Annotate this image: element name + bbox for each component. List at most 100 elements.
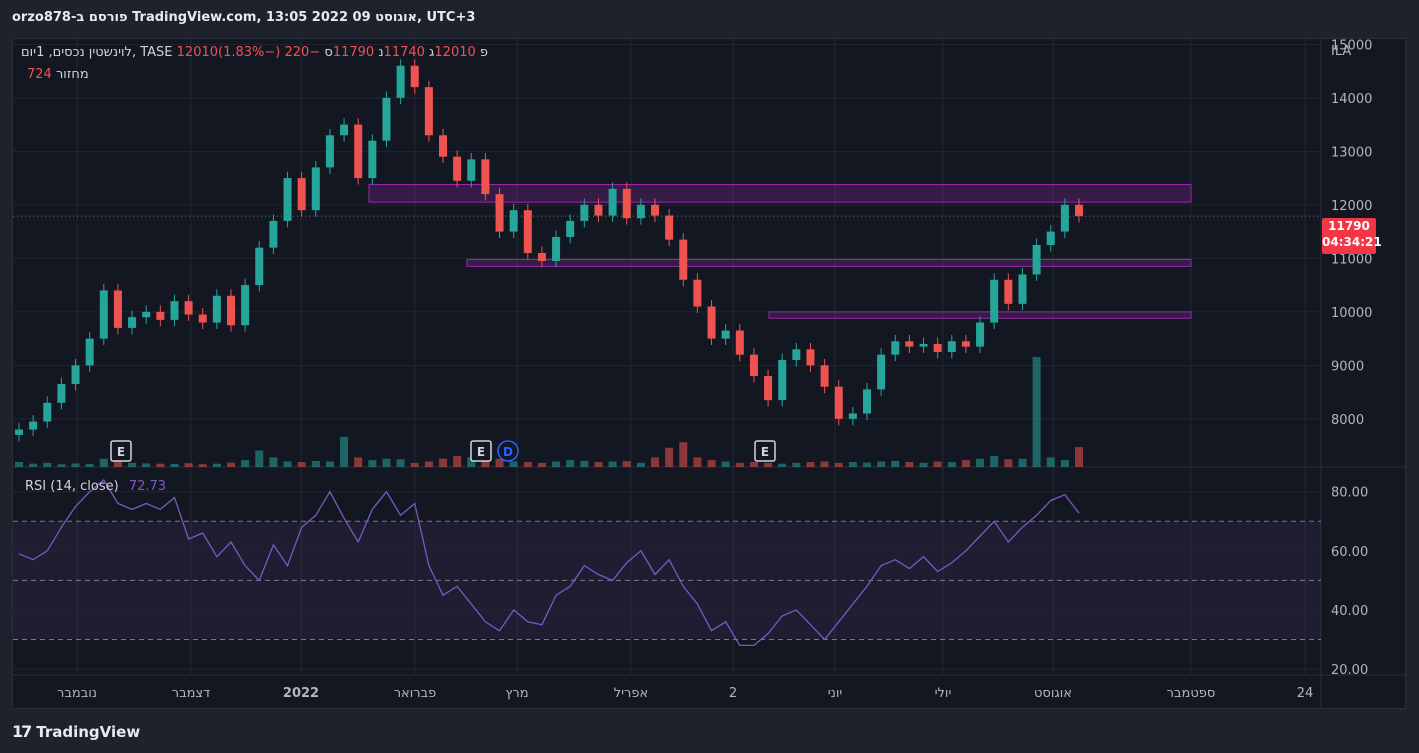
volume-bar xyxy=(495,458,504,467)
symbol-label: לוינשטין נכסים, 1יום, TASE xyxy=(21,45,173,60)
high-value: 12010 xyxy=(434,45,476,60)
candle-body xyxy=(453,156,462,181)
tradingview-logo-icon: 17 xyxy=(12,722,32,741)
price-tick-label: 14000 xyxy=(1331,92,1372,107)
candle-body xyxy=(594,204,603,216)
low-value: 11740 xyxy=(383,45,425,60)
volume-bar xyxy=(128,462,137,467)
candle-body xyxy=(721,330,730,339)
candle-body xyxy=(198,314,207,323)
candle-body xyxy=(495,194,504,232)
tradingview-footer[interactable]: 17 TradingView xyxy=(12,722,140,741)
candle-body xyxy=(1060,204,1069,232)
rsi-legend: RSI (14, close) 72.73 xyxy=(25,479,166,494)
candle-body xyxy=(848,413,857,419)
time-tick-label: פברואר xyxy=(394,686,437,701)
candle-body xyxy=(863,389,871,414)
candle-body xyxy=(184,301,193,315)
price-zone xyxy=(368,184,1192,203)
candle-body xyxy=(749,354,758,377)
volume-bar xyxy=(947,462,956,467)
candle-body xyxy=(142,311,151,318)
chart-frame[interactable]: E E D E 15000 14000 13000 12000 11000 10000 9000 8… xyxy=(12,38,1407,710)
last-price-tag: 11790 04:34:21 xyxy=(1322,218,1382,254)
volume-bar xyxy=(877,461,886,467)
low-label: נ xyxy=(378,45,384,60)
candle-body xyxy=(693,279,702,307)
volume-bar xyxy=(170,463,179,467)
earnings-marker-label: E xyxy=(117,445,125,459)
time-tick-label: דצמבר xyxy=(172,686,211,701)
volume-bar xyxy=(1032,357,1041,467)
candle-body xyxy=(679,239,688,280)
volume-bar xyxy=(792,462,801,467)
candle-body xyxy=(990,279,999,323)
price-tick-label: 12000 xyxy=(1331,199,1372,214)
volume-bar xyxy=(354,457,363,467)
change-value: −220 (−1.83%) xyxy=(218,45,321,60)
rsi-value: 72.73 xyxy=(128,479,167,494)
candle-body xyxy=(1004,279,1013,304)
rsi-line xyxy=(18,478,1080,647)
candle-body xyxy=(778,360,787,401)
publish-header: orzo878-פורסם ב TradingView.com, 13:05 2… xyxy=(12,10,476,25)
volume-bar xyxy=(891,460,900,467)
volume-bar xyxy=(1075,447,1083,467)
volume-bar xyxy=(368,460,377,467)
candle-body xyxy=(1046,231,1055,245)
volume-bar xyxy=(1004,459,1013,467)
last-price: 11790 xyxy=(1328,219,1370,233)
candle-body xyxy=(297,178,306,211)
candle-body xyxy=(128,317,137,328)
earnings-marker-label: E xyxy=(477,445,485,459)
volume-bar xyxy=(439,458,447,467)
candle-body xyxy=(580,204,589,221)
volume-bar xyxy=(707,460,716,467)
volume-bar xyxy=(764,462,773,467)
volume-bar xyxy=(227,462,235,467)
candle-body xyxy=(340,124,349,136)
volume-bar xyxy=(184,463,193,467)
bar-countdown: 04:34:21 xyxy=(1322,235,1382,249)
candle-body xyxy=(608,188,617,216)
volume-bar xyxy=(919,462,928,467)
brand-label: TradingView xyxy=(36,722,141,741)
candle-body xyxy=(1018,274,1027,304)
earnings-marker-icon xyxy=(754,440,776,462)
candle-body xyxy=(792,349,801,360)
volume-bar xyxy=(142,463,151,467)
rsi-tick-label: 60.00 xyxy=(1331,545,1368,560)
volume-bar xyxy=(749,462,758,467)
candle-body xyxy=(439,135,447,157)
time-tick-label: ספטמבר xyxy=(1167,686,1216,701)
chart-canvas[interactable]: E E D E 15000 14000 13000 12000 11000 10000 9000 8… xyxy=(13,39,1407,710)
volume-bar xyxy=(820,461,829,467)
candle-body xyxy=(933,343,942,352)
candle-body xyxy=(396,65,405,98)
candle-body xyxy=(424,87,433,136)
volume-bar xyxy=(29,463,38,467)
candle-body xyxy=(891,341,900,355)
grid-lines xyxy=(13,39,1407,710)
candle-body xyxy=(311,167,320,211)
candle-body xyxy=(467,159,476,181)
volume-bar xyxy=(905,462,914,467)
support-resistance-zones xyxy=(13,184,1321,319)
candle-body xyxy=(241,285,250,326)
volume-legend: מחזור 724 xyxy=(21,67,89,82)
earnings-marker-label: E xyxy=(761,445,769,459)
price-tick-label: 15000 xyxy=(1331,39,1372,53)
candle-body xyxy=(636,204,645,219)
volume-bar xyxy=(297,462,306,467)
volume-bar xyxy=(933,461,942,467)
rsi-tick-label: 80.00 xyxy=(1331,486,1368,501)
candle-body xyxy=(170,301,179,320)
volume-bar xyxy=(848,462,857,467)
volume-bar xyxy=(990,456,999,467)
volume-value: 724 xyxy=(27,67,52,82)
volume-bar xyxy=(834,462,843,467)
volume-bar xyxy=(43,462,52,467)
volume-bar xyxy=(113,461,122,467)
candle-body xyxy=(707,306,716,339)
candle-body xyxy=(99,290,108,339)
